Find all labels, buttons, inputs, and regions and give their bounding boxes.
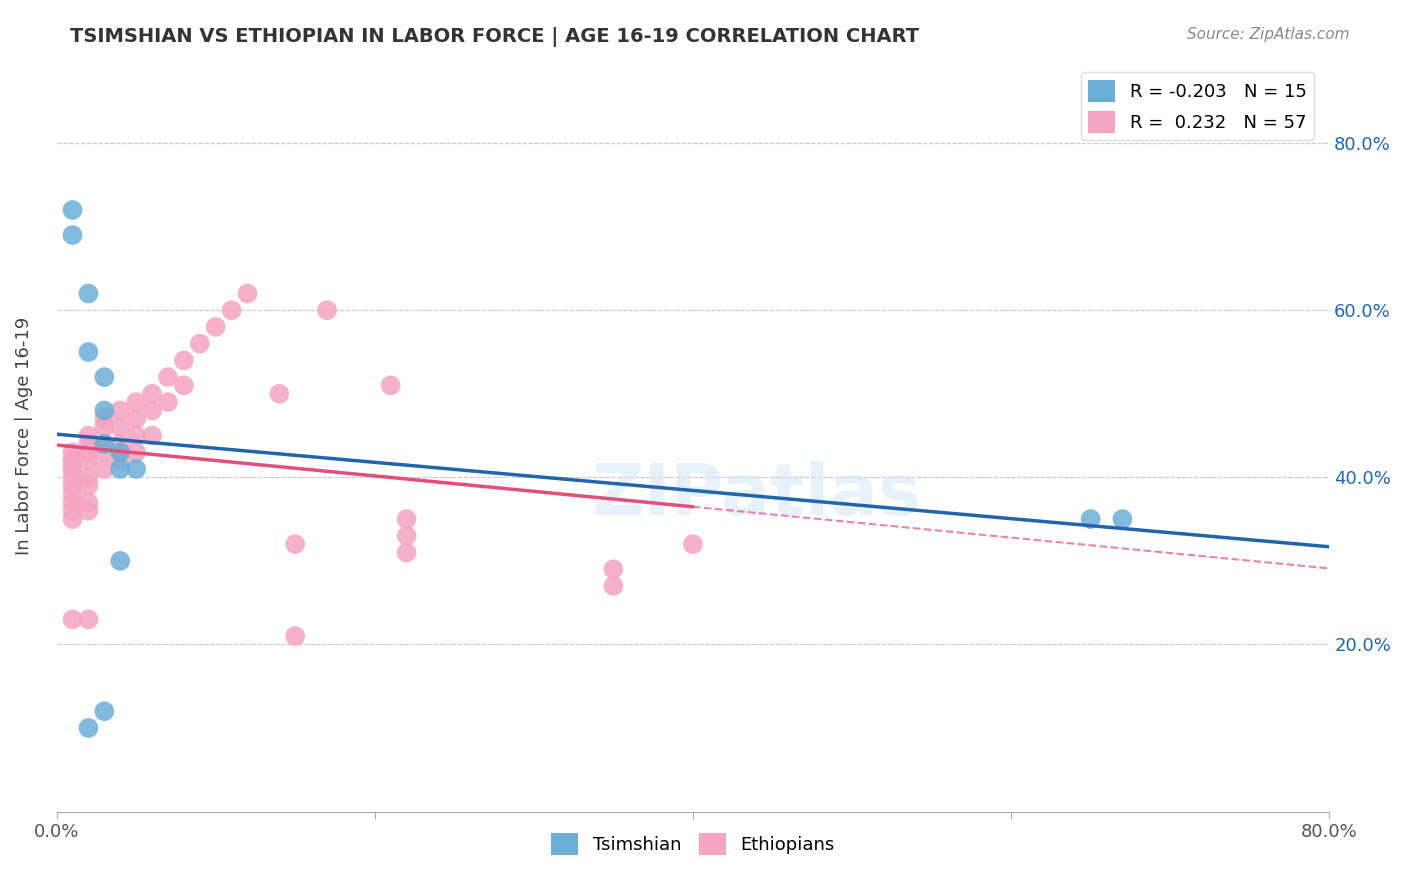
Point xyxy=(93,445,115,459)
Point xyxy=(93,462,115,476)
Point xyxy=(93,437,115,451)
Point xyxy=(110,453,132,467)
Point xyxy=(77,286,100,301)
Text: ZIPatlas: ZIPatlas xyxy=(592,461,921,530)
Point xyxy=(77,470,100,484)
Point xyxy=(77,428,100,442)
Point xyxy=(284,537,307,551)
Point xyxy=(173,378,195,392)
Y-axis label: In Labor Force | Age 16-19: In Labor Force | Age 16-19 xyxy=(15,317,32,555)
Point xyxy=(204,320,226,334)
Point xyxy=(380,378,402,392)
Point xyxy=(110,445,132,459)
Point xyxy=(93,403,115,417)
Legend: R = -0.203   N = 15, R =  0.232   N = 57: R = -0.203 N = 15, R = 0.232 N = 57 xyxy=(1081,72,1313,140)
Point xyxy=(141,386,163,401)
Point xyxy=(110,554,132,568)
Point xyxy=(1111,512,1133,526)
Point xyxy=(62,495,84,509)
Point xyxy=(62,453,84,467)
Point xyxy=(395,545,418,559)
Point xyxy=(93,412,115,426)
Point xyxy=(62,202,84,217)
Point xyxy=(93,704,115,718)
Point xyxy=(62,512,84,526)
Point xyxy=(395,512,418,526)
Point xyxy=(395,529,418,543)
Point xyxy=(141,428,163,442)
Point xyxy=(110,437,132,451)
Point xyxy=(93,437,115,451)
Point xyxy=(602,579,624,593)
Text: TSIMSHIAN VS ETHIOPIAN IN LABOR FORCE | AGE 16-19 CORRELATION CHART: TSIMSHIAN VS ETHIOPIAN IN LABOR FORCE | … xyxy=(70,27,920,46)
Point xyxy=(77,612,100,626)
Point xyxy=(1080,512,1102,526)
Point xyxy=(62,478,84,492)
Point xyxy=(77,345,100,359)
Point xyxy=(77,495,100,509)
Point xyxy=(77,504,100,518)
Point xyxy=(62,470,84,484)
Point xyxy=(602,562,624,576)
Point xyxy=(62,612,84,626)
Point xyxy=(125,395,148,409)
Point xyxy=(110,445,132,459)
Point xyxy=(682,537,704,551)
Point xyxy=(284,629,307,643)
Text: Source: ZipAtlas.com: Source: ZipAtlas.com xyxy=(1187,27,1350,42)
Point xyxy=(221,303,243,318)
Point xyxy=(125,462,148,476)
Point xyxy=(156,395,179,409)
Point xyxy=(77,453,100,467)
Point xyxy=(77,437,100,451)
Point xyxy=(93,420,115,434)
Point xyxy=(62,462,84,476)
Point xyxy=(77,445,100,459)
Point xyxy=(77,478,100,492)
Point xyxy=(93,370,115,384)
Point xyxy=(125,428,148,442)
Point xyxy=(125,412,148,426)
Point xyxy=(269,386,291,401)
Point xyxy=(62,487,84,501)
Point xyxy=(173,353,195,368)
Point xyxy=(62,445,84,459)
Point xyxy=(62,462,84,476)
Point xyxy=(316,303,339,318)
Point xyxy=(110,403,132,417)
Point xyxy=(110,462,132,476)
Point xyxy=(125,445,148,459)
Point xyxy=(62,453,84,467)
Point xyxy=(62,504,84,518)
Point xyxy=(236,286,259,301)
Point xyxy=(141,403,163,417)
Point xyxy=(188,336,211,351)
Point xyxy=(77,721,100,735)
Point xyxy=(62,228,84,243)
Point xyxy=(156,370,179,384)
Point xyxy=(110,420,132,434)
